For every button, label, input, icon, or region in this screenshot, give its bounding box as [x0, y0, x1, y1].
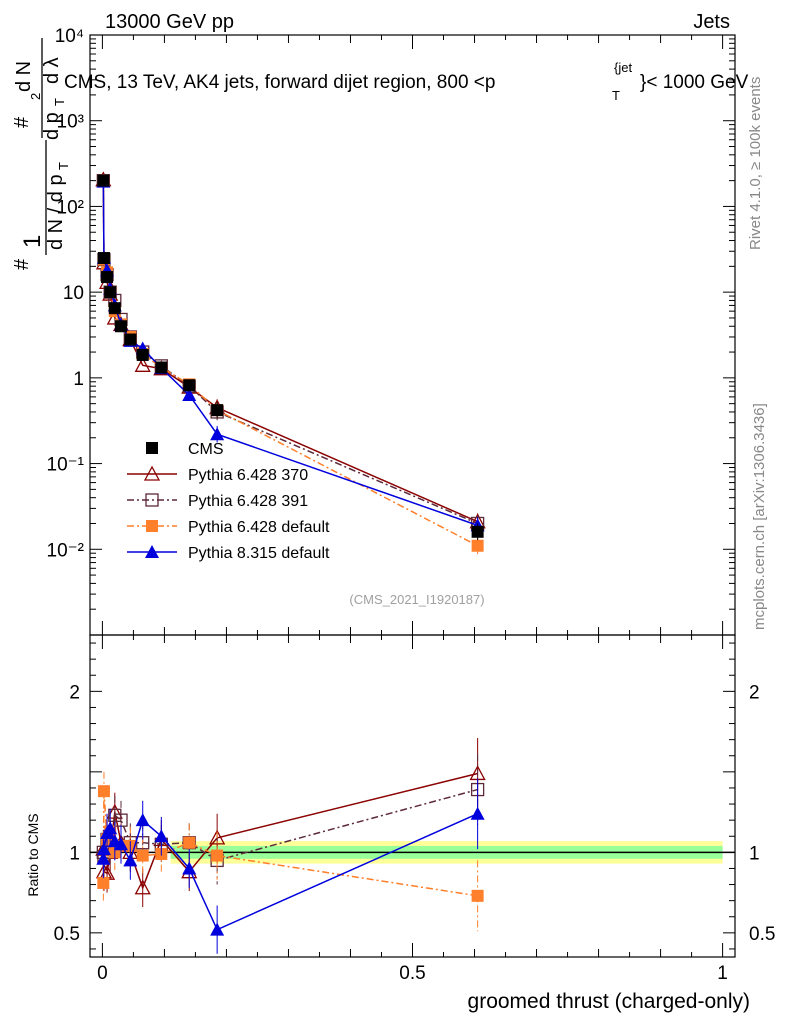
- ratio-point-p8: [114, 837, 129, 851]
- point-cms: [155, 361, 168, 374]
- xtick-label: 0: [97, 963, 108, 984]
- ratio-ytick-label: 1: [69, 843, 80, 864]
- svg-text:T: T: [56, 162, 71, 170]
- ratio-point-p8: [123, 853, 138, 867]
- ratio-line-p8: [102, 813, 478, 931]
- title-superscript: {jet: [614, 60, 632, 75]
- main-ylabel: # 1 d N / d p T # 2 d N d p T d λ: [11, 38, 71, 270]
- svg-text:#: #: [11, 258, 33, 270]
- x-axis-label: groomed thrust (charged-only): [468, 990, 750, 1013]
- svg-text:2: 2: [28, 93, 43, 100]
- ratio-ylabel: Ratio to CMS: [25, 813, 41, 896]
- ratio-point-pdef: [97, 876, 110, 889]
- svg-text:1: 1: [19, 235, 46, 248]
- analysis-watermark: (CMS_2021_I1920187): [349, 592, 484, 607]
- legend-label-p391: Pythia 6.428 391: [188, 493, 308, 510]
- rivet-label: Rivet 4.1.0, ≥ 100k events: [747, 77, 764, 250]
- ratio-line-p370: [102, 772, 478, 890]
- xtick-label: 0.5: [399, 963, 425, 984]
- svg-text:CMS, 13 TeV, AK4 jets, forward: CMS, 13 TeV, AK4 jets, forward dijet reg…: [64, 72, 495, 93]
- jets-label: Jets: [693, 11, 730, 33]
- ratio-point-pdef: [211, 849, 224, 862]
- point-cms: [183, 379, 196, 392]
- ratio-point-p8: [103, 821, 118, 835]
- ratio-chart: 0 0.5 1 0.5 0.5 1 1 2 2: [54, 634, 775, 984]
- legend-marker-p8: [145, 545, 159, 558]
- title-main: CMS, 13 TeV, AK4 jets, forward dijet reg…: [64, 72, 495, 93]
- main-ytick-label: 10⁴: [55, 26, 84, 47]
- ratio-point-pdef: [471, 889, 484, 902]
- main-ytick-label: 10: [63, 283, 84, 304]
- main-frame: [89, 34, 736, 636]
- main-ytick-label: 1: [73, 369, 84, 390]
- plot-title: CMS, 13 TeV, AK4 jets, forward dijet reg…: [64, 60, 749, 103]
- legend-marker-cms: [146, 442, 158, 454]
- ratio-ytick-label-right: 1: [749, 843, 760, 864]
- ratio-ytick-label: 2: [69, 682, 80, 703]
- main-ytick-label: 10²: [57, 197, 84, 218]
- ratio-ytick-label-right: 2: [749, 682, 760, 703]
- ratio-ytick-label-right: 0.5: [749, 924, 775, 945]
- ratio-point-p8: [154, 829, 169, 843]
- main-ytick-label: 10³: [57, 112, 84, 133]
- main-ytick-label: 10⁻¹: [47, 455, 85, 476]
- svg-text:d N / d p: d N / d p: [45, 174, 67, 250]
- legend-label-p370: Pythia 6.428 370: [188, 467, 308, 484]
- legend-label-cms: CMS: [188, 441, 224, 458]
- ratio-point-p8: [96, 851, 111, 865]
- ratio-ytick-label: 0.5: [54, 924, 80, 945]
- legend-marker-p370: [143, 465, 161, 481]
- point-p8: [182, 388, 197, 402]
- ratio-point-p8: [182, 861, 197, 875]
- point-cms: [97, 174, 110, 187]
- ratio-point-pdef: [183, 836, 196, 849]
- ratio-point-p8: [470, 806, 485, 820]
- point-cms: [104, 286, 117, 299]
- point-cms: [101, 271, 114, 284]
- title-subscript: T: [612, 88, 620, 103]
- ratio-point-pdef: [136, 849, 149, 862]
- legend-label-p8: Pythia 8.315 default: [188, 545, 330, 562]
- title-end: }< 1000 GeV: [640, 72, 749, 93]
- legend-marker-pdef: [146, 520, 158, 532]
- svg-text:d λ: d λ: [41, 57, 63, 84]
- ratio-point-p370: [134, 879, 151, 895]
- xtick-label: 1: [717, 963, 728, 984]
- ratio-point-p8: [135, 813, 150, 827]
- ratio-point-p8: [210, 922, 225, 936]
- point-p370: [134, 356, 151, 372]
- legend-marker-p391: [145, 493, 159, 507]
- ratio-point-p370: [209, 829, 226, 845]
- mcplots-label: mcplots.cern.ch [arXiv:1306.3436]: [751, 403, 768, 630]
- point-cms: [124, 333, 137, 346]
- main-chart: 10⁻² 10⁻¹ 1 10 10² 10³ 10⁴: [47, 26, 736, 636]
- svg-text:d N: d N: [13, 61, 35, 92]
- point-cms: [115, 320, 128, 333]
- point-cms: [136, 348, 149, 361]
- energy-label: 13000 GeV pp: [105, 11, 234, 33]
- ratio-frame: [89, 634, 736, 958]
- point-cms: [97, 252, 110, 265]
- main-ytick-label: 10⁻²: [47, 540, 85, 561]
- point-cms: [108, 302, 121, 315]
- svg-text:d p: d p: [41, 112, 63, 140]
- legend-label-pdef: Pythia 6.428 default: [188, 519, 330, 536]
- legend: CMS Pythia 6.428 370 Pythia 6.428 391 Pythi…: [127, 441, 330, 562]
- ratio-point-pdef: [97, 785, 110, 798]
- svg-text:T: T: [52, 98, 67, 106]
- svg-text:#: #: [11, 116, 33, 128]
